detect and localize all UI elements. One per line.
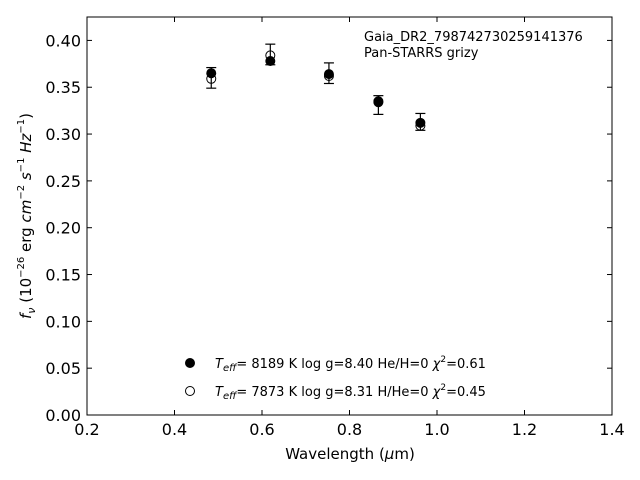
- y-axis-ticks: 0.00 0.05 0.10 0.15 0.20 0.25 0.30 0.35 0.40: [45, 31, 612, 425]
- x-tick-label: 1.2: [512, 420, 537, 439]
- point-filled: [206, 68, 217, 79]
- x-tick-label: 0.4: [162, 420, 187, 439]
- point-filled: [265, 56, 276, 67]
- legend-1-teff: 8189 K: [251, 357, 297, 372]
- y-axis-label: fν (10−26 erg cm−2 s−1 Hz−1): [16, 113, 38, 319]
- legend-1-chi2: =0.61: [446, 357, 486, 372]
- y-tick-label: 0.10: [45, 312, 81, 331]
- y-tick-label: 0.25: [45, 172, 81, 191]
- legend-entry-1: Teff= 8189 K log g=8.40 He/H=0 χ2=0.61: [215, 355, 486, 374]
- data-markers: [206, 50, 426, 131]
- legend-2-teff: 7873 K: [251, 385, 297, 400]
- legend-2-logg: log g=8.31: [301, 385, 373, 400]
- legend-entry-2: Teff= 7873 K log g=8.31 H/He=0 χ2=0.45: [215, 383, 486, 402]
- y-tick-label: 0.40: [45, 31, 81, 50]
- legend-marker-open: [185, 386, 195, 396]
- x-axis-label: Wavelength (μm): [285, 445, 415, 463]
- plot-area: [86, 16, 613, 416]
- legend: Teff= 8189 K log g=8.40 He/H=0 χ2=0.61 T…: [185, 355, 486, 402]
- star-id-annotation: Gaia_DR2_798742730259141376: [364, 30, 583, 45]
- y-tick-label: 0.05: [45, 359, 81, 378]
- survey-annotation: Pan-STARRS grizy: [364, 46, 479, 61]
- point-filled: [323, 69, 334, 80]
- y-tick-label: 0.20: [45, 219, 81, 238]
- x-tick-label: 0.2: [74, 420, 99, 439]
- point-open: [373, 97, 384, 108]
- point-open: [206, 73, 217, 84]
- legend-1-comp: He/H=0: [377, 357, 428, 372]
- legend-1-logg: log g=8.40: [301, 357, 373, 372]
- y-tick-label: 0.30: [45, 125, 81, 144]
- point-open: [323, 70, 334, 81]
- x-tick-label: 0.8: [337, 420, 362, 439]
- point-open: [265, 50, 276, 61]
- x-tick-label: 1.0: [424, 420, 449, 439]
- x-tick-label: 1.4: [599, 420, 624, 439]
- legend-marker-filled: [185, 358, 195, 368]
- legend-2-chi2: =0.45: [446, 385, 486, 400]
- legend-2-comp: H/He=0: [377, 385, 428, 400]
- y-tick-label: 0.35: [45, 78, 81, 97]
- y-tick-label: 0.00: [45, 406, 81, 425]
- y-tick-label: 0.15: [45, 266, 81, 285]
- x-tick-label: 0.6: [249, 420, 274, 439]
- x-axis-ticks: 0.2 0.4 0.6 0.8 1.0 1.2 1.4: [74, 17, 625, 439]
- point-filled: [415, 117, 426, 128]
- point-open: [415, 120, 426, 131]
